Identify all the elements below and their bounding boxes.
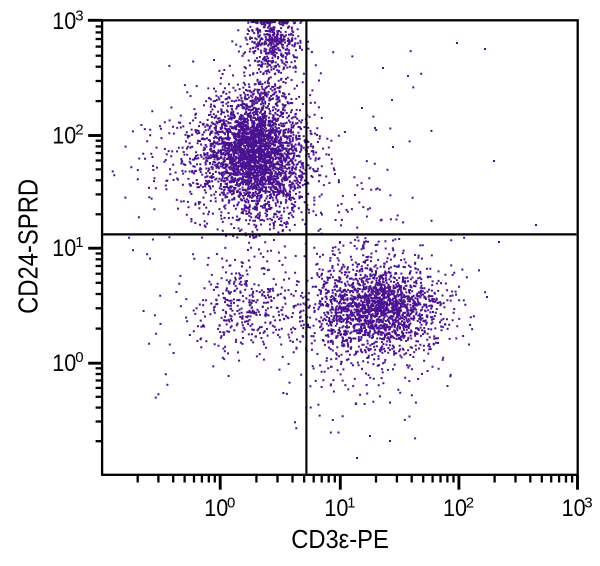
svg-text:10: 10	[204, 496, 228, 522]
svg-text:1: 1	[347, 494, 355, 511]
svg-text:10: 10	[52, 236, 76, 262]
svg-text:2: 2	[466, 494, 474, 511]
svg-text:0: 0	[227, 494, 235, 511]
svg-text:CD24-SPRD: CD24-SPRD	[12, 179, 43, 314]
svg-text:10: 10	[324, 496, 348, 522]
svg-text:10: 10	[562, 496, 586, 522]
svg-text:10: 10	[52, 123, 76, 149]
svg-text:1: 1	[75, 234, 83, 251]
svg-text:10: 10	[52, 351, 76, 377]
svg-text:10: 10	[52, 9, 76, 35]
svg-text:CD3ε-PE: CD3ε-PE	[291, 526, 389, 554]
svg-text:0: 0	[75, 349, 83, 366]
svg-text:3: 3	[584, 494, 592, 511]
svg-text:10: 10	[443, 496, 467, 522]
svg-text:3: 3	[75, 7, 83, 24]
svg-text:2: 2	[75, 122, 83, 139]
